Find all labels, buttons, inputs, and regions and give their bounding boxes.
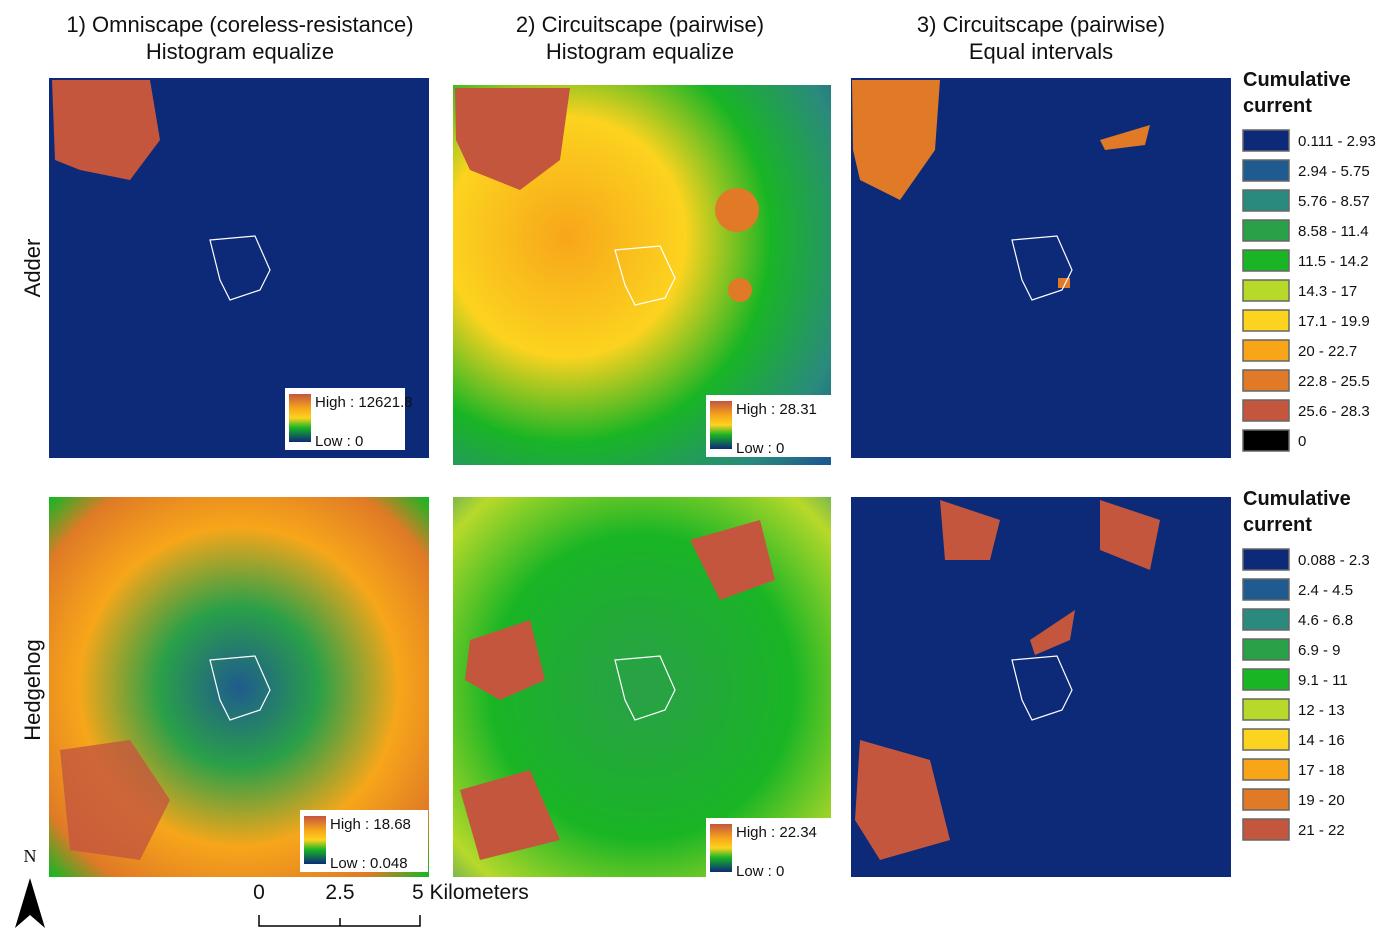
legend-label: 5.76 - 8.57 <box>1298 193 1370 210</box>
legend-swatch <box>1243 639 1289 660</box>
ramp-high: High : 12621.8 <box>315 394 413 411</box>
legend-swatch <box>1243 430 1289 451</box>
column-subtitle: Histogram equalize <box>546 39 734 64</box>
scale-label: 0 <box>253 881 265 904</box>
legend-label: 20 - 22.7 <box>1298 343 1357 360</box>
ramp-low: Low : 0.048 <box>330 855 408 872</box>
column-title: 3) Circuitscape (pairwise) <box>917 12 1165 37</box>
ramp-low: Low : 0 <box>736 440 784 457</box>
ramp-swatch <box>710 401 732 449</box>
legend-swatch <box>1243 789 1289 810</box>
legend-label: 17 - 18 <box>1298 762 1345 779</box>
ramp-swatch <box>304 816 326 864</box>
figure: N 0 2.5 5 Kilometers 1) Omniscape (corel… <box>0 0 1397 930</box>
legend-swatch <box>1243 160 1289 181</box>
scale-line <box>259 915 420 926</box>
north-label: N <box>24 846 37 866</box>
scale-label: 5 Kilometers <box>412 881 529 904</box>
legend-label: 17.1 - 19.9 <box>1298 313 1370 330</box>
legend-swatch <box>1243 370 1289 391</box>
scale-bar: 0 2.5 5 Kilometers <box>253 881 529 926</box>
legend-swatch <box>1243 340 1289 361</box>
legend-swatch <box>1243 699 1289 720</box>
legend-label: 4.6 - 6.8 <box>1298 612 1353 629</box>
legend-swatch <box>1243 400 1289 421</box>
legend-swatch <box>1243 310 1289 331</box>
map-patch <box>728 278 752 302</box>
legend-title: Cumulative <box>1243 69 1351 91</box>
legend-swatch <box>1243 130 1289 151</box>
legend-swatch <box>1243 549 1289 570</box>
legend-swatch <box>1243 280 1289 301</box>
legend-label: 2.94 - 5.75 <box>1298 163 1370 180</box>
legend-label: 0 <box>1298 433 1306 450</box>
column-title: 2) Circuitscape (pairwise) <box>516 12 764 37</box>
legend-swatch <box>1243 579 1289 600</box>
column-subtitle: Equal intervals <box>969 39 1113 64</box>
scale-label: 2.5 <box>325 881 354 904</box>
row-label: Adder <box>20 239 45 298</box>
column-title: 1) Omniscape (coreless-resistance) <box>66 12 413 37</box>
map-patch <box>715 188 759 232</box>
legend-swatch <box>1243 669 1289 690</box>
ramp-swatch <box>289 394 311 442</box>
ramp-low: Low : 0 <box>315 433 363 450</box>
legend-swatch <box>1243 729 1289 750</box>
legend-label: 9.1 - 11 <box>1298 672 1348 689</box>
ramp-high: High : 18.68 <box>330 816 411 833</box>
map-panels <box>49 78 1231 877</box>
legend-title: current <box>1243 514 1312 536</box>
legend-label: 19 - 20 <box>1298 792 1345 809</box>
legend-title: Cumulative <box>1243 488 1351 510</box>
ramp-high: High : 28.31 <box>736 401 817 418</box>
legend-label: 22.8 - 25.5 <box>1298 373 1370 390</box>
ramp-low: Low : 0 <box>736 863 784 880</box>
legend-swatch <box>1243 220 1289 241</box>
legend-label: 0.111 - 2.93 <box>1298 133 1376 150</box>
ramp-high: High : 22.34 <box>736 824 817 841</box>
legend-swatch <box>1243 250 1289 271</box>
legend-label: 14 - 16 <box>1298 732 1345 749</box>
legend-label: 14.3 - 17 <box>1298 283 1357 300</box>
legend-swatch <box>1243 609 1289 630</box>
legend-label: 21 - 22 <box>1298 822 1345 839</box>
north-icon <box>15 878 45 928</box>
legend-label: 25.6 - 28.3 <box>1298 403 1370 420</box>
legend-label: 6.9 - 9 <box>1298 642 1341 659</box>
legend-label: 2.4 - 4.5 <box>1298 582 1353 599</box>
legend-swatch <box>1243 759 1289 780</box>
legend-label: 12 - 13 <box>1298 702 1345 719</box>
row-label: Hedgehog <box>20 639 45 741</box>
legend-swatch <box>1243 819 1289 840</box>
legend-title: current <box>1243 95 1312 117</box>
legend-label: 0.088 - 2.3 <box>1298 552 1370 569</box>
north-arrow: N <box>15 846 45 928</box>
legend-label: 11.5 - 14.2 <box>1298 253 1369 270</box>
legend-swatch <box>1243 190 1289 211</box>
column-subtitle: Histogram equalize <box>146 39 334 64</box>
ramp-swatch <box>710 824 732 872</box>
legend-label: 8.58 - 11.4 <box>1298 223 1369 240</box>
